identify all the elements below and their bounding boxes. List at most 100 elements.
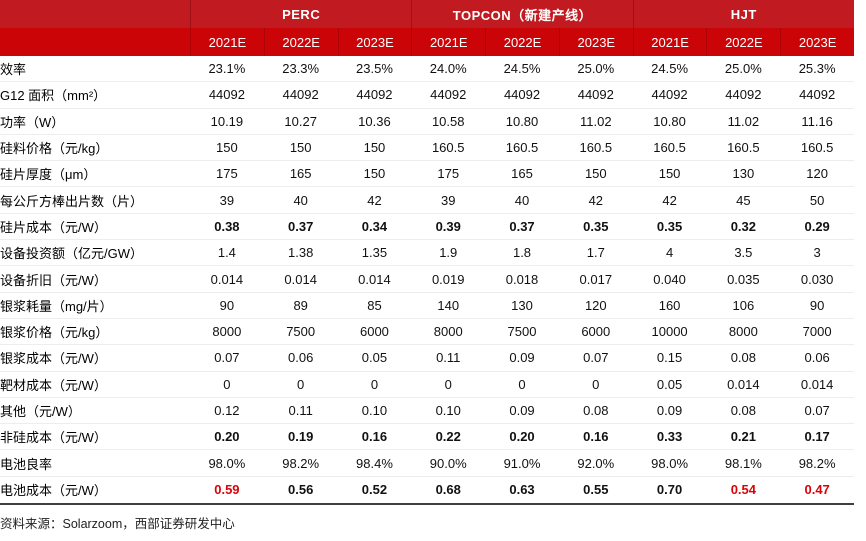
table-row: 每公斤方棒出片数（片） 39 40 42 39 40 42 42 45 50 (0, 187, 854, 214)
value-cell: 11.02 (580, 113, 612, 129)
value-cell: 0.05 (656, 376, 683, 392)
value-cell: 0.63 (509, 482, 535, 498)
value-cell: 44092 (356, 87, 393, 103)
value-cell: 39 (441, 192, 456, 208)
year-header: 2021E (632, 28, 707, 56)
value-cell: 8000 (728, 324, 758, 340)
value-cell: 1.7 (586, 245, 605, 261)
value-cell: 11.16 (801, 113, 833, 129)
value-cell: 165 (289, 166, 312, 182)
year-header: 2023E (337, 28, 412, 56)
value-cell: 0.014 (727, 376, 760, 392)
value-cell: 0.35 (583, 218, 609, 234)
year-header: 2023E (558, 28, 633, 56)
value-cell: 0 (592, 376, 600, 392)
value-cell: 160.5 (431, 140, 465, 156)
row-label: 其他（元/W） (0, 404, 81, 419)
value-cell: 0.22 (435, 429, 461, 445)
table-row: 靶材成本（元/W） 0 0 0 0 0 0 0.05 0.014 0.014 (0, 372, 854, 398)
value-cell: 3.5 (734, 245, 753, 261)
value-cell: 0.11 (436, 350, 461, 366)
value-cell: 6000 (359, 324, 389, 340)
value-cell: 0.10 (435, 403, 461, 418)
table-row: 非硅成本（元/W） 0.20 0.19 0.16 0.22 0.20 0.16 0.33 0.2… (0, 424, 854, 451)
value-cell: 0.040 (653, 271, 686, 287)
value-cell: 0.08 (583, 403, 609, 418)
value-cell: 98.0% (208, 455, 246, 471)
value-cell: 10.36 (358, 113, 391, 129)
table-body: 效率 23.1% 23.3% 23.5% 24.0% 24.5% 25.0% 24.5% 25.… (0, 56, 854, 506)
value-cell: 90.0% (429, 455, 467, 471)
column-group-topcon: TOPCON（新建产线） (411, 0, 632, 28)
value-cell: 8000 (433, 324, 463, 340)
value-cell: 0.35 (656, 218, 683, 234)
row-label: 设备折旧（元/W） (0, 272, 107, 288)
table-row: 电池成本（元/W） 0.59 0.56 0.52 0.68 0.63 0.55 0.70 0.5… (0, 477, 854, 503)
year-header: 2021E (411, 28, 485, 56)
value-cell: 0.17 (804, 429, 830, 445)
value-cell: 11.02 (727, 113, 760, 129)
value-cell: 160 (658, 297, 681, 313)
value-cell: 0.37 (288, 218, 314, 234)
value-cell: 98.1% (724, 455, 762, 471)
value-cell: 44092 (282, 87, 319, 103)
value-cell: 89 (293, 297, 308, 313)
value-cell: 0.019 (431, 271, 465, 287)
value-cell: 44092 (725, 87, 762, 103)
value-cell: 0.29 (804, 218, 830, 234)
value-cell: 165 (511, 166, 533, 182)
value-cell: 0.52 (361, 482, 388, 498)
table-row: 电池良率 98.0% 98.2% 98.4% 90.0% 91.0% 92.0% 98.0% 9… (0, 450, 854, 477)
table-header-group-row: PERC TOPCON（新建产线） HJT (0, 0, 854, 28)
value-cell: 160.5 (653, 140, 686, 156)
value-cell: 1.4 (217, 245, 236, 261)
value-cell: 0.34 (361, 218, 388, 234)
row-label: 电池成本（元/W） (0, 483, 107, 499)
value-cell: 0.035 (727, 271, 760, 287)
value-cell: 0 (297, 376, 305, 392)
value-cell: 25.0% (577, 61, 615, 77)
value-cell: 10000 (651, 324, 688, 340)
value-cell: 3 (813, 245, 821, 261)
value-cell: 0.014 (210, 271, 244, 287)
value-cell: 0.018 (505, 271, 539, 287)
value-cell: 0.47 (804, 482, 830, 498)
value-cell: 0.54 (730, 482, 757, 498)
value-cell: 0.11 (288, 403, 313, 418)
row-label: 银浆价格（元/kg） (0, 325, 109, 341)
value-cell: 25.0% (724, 61, 762, 77)
value-cell: 0.014 (358, 271, 391, 287)
row-label: 效率 (0, 62, 27, 78)
value-cell: 0.16 (361, 429, 388, 445)
value-cell: 10.27 (284, 113, 317, 129)
value-cell: 1.38 (288, 245, 314, 261)
table-row: 其他（元/W） 0.12 0.11 0.10 0.10 0.09 0.08 0.09 0.08 0… (0, 398, 854, 425)
row-label: 硅片成本（元/W） (0, 219, 107, 235)
value-cell: 98.4% (356, 455, 393, 471)
value-cell: 0.09 (656, 403, 683, 418)
year-header: 2023E (780, 28, 854, 56)
year-header: 2022E (263, 28, 338, 56)
value-cell: 0.017 (579, 271, 613, 287)
value-cell: 10.19 (210, 113, 244, 129)
value-cell: 25.3% (798, 61, 836, 77)
value-cell: 0.20 (214, 429, 240, 445)
table-row: 银浆价格（元/kg） 8000 7500 6000 8000 7500 6000 10000 8… (0, 319, 854, 346)
value-cell: 106 (732, 297, 755, 313)
value-cell: 0.07 (214, 350, 240, 366)
value-cell: 0.19 (288, 429, 314, 445)
value-cell: 0 (370, 376, 379, 392)
value-cell: 150 (216, 140, 238, 156)
table-header-year-row: 2021E 2022E 2023E 2021E 2022E 2023E 2021E 2022E… (0, 28, 854, 56)
value-cell: 0.33 (656, 429, 683, 445)
value-cell: 50 (809, 192, 825, 208)
value-cell: 44092 (208, 87, 245, 103)
table-row: 功率（W） 10.19 10.27 10.36 10.58 10.80 11.02 10.80… (0, 109, 854, 135)
value-cell: 24.5% (651, 61, 689, 77)
value-cell: 0.21 (730, 429, 757, 445)
value-cell: 45 (736, 192, 751, 208)
value-cell: 120 (584, 297, 607, 313)
table-row: 硅片成本（元/W） 0.38 0.37 0.34 0.39 0.37 0.35 0.35 0.3… (0, 214, 854, 241)
value-cell: 0.014 (800, 376, 834, 392)
value-cell: 98.2% (798, 455, 836, 471)
